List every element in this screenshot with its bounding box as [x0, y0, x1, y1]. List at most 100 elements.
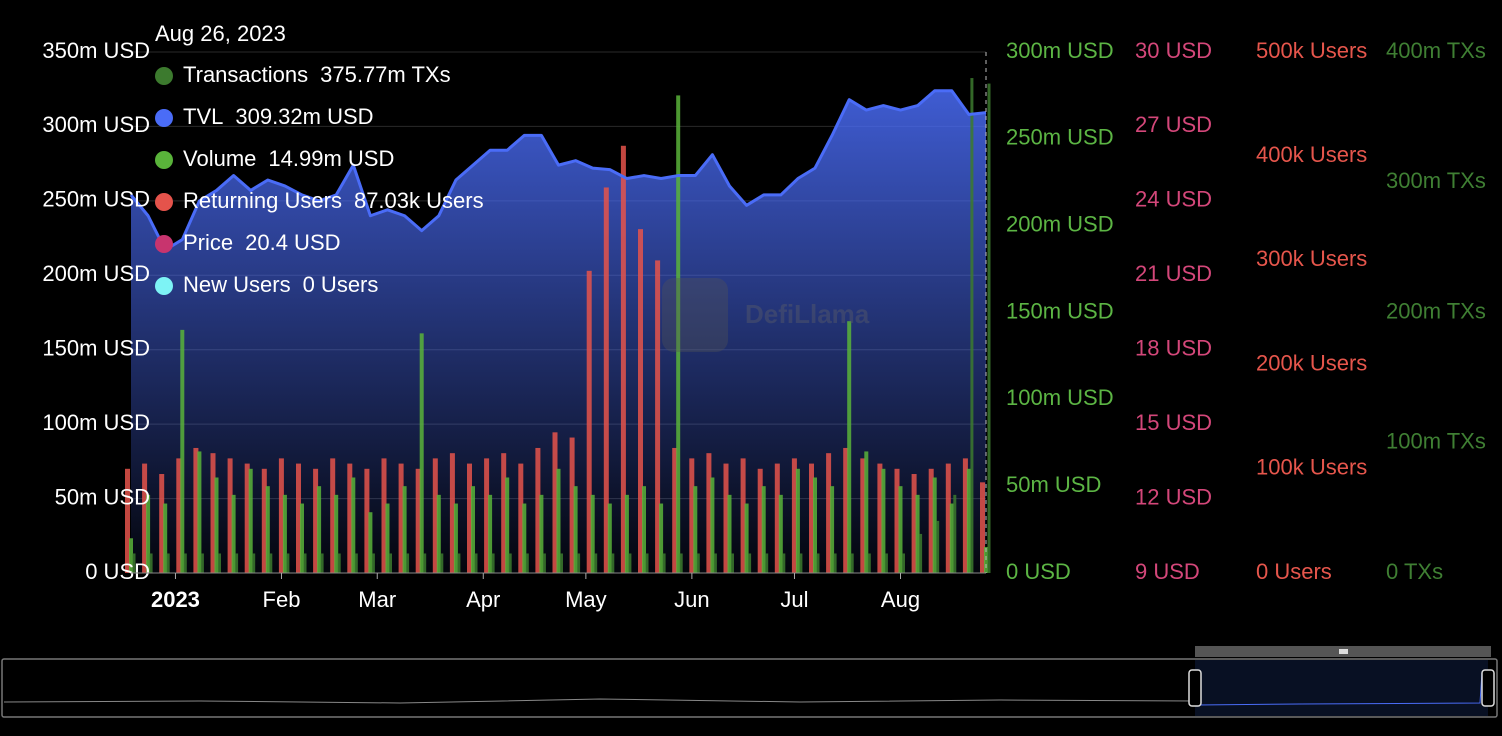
zoom-preview: [3, 698, 1196, 704]
bar: [535, 447, 541, 573]
bar: [488, 494, 493, 573]
bar: [125, 468, 130, 573]
bar: [731, 553, 734, 573]
y-tick-label: 350m USD: [42, 38, 150, 63]
bar: [833, 553, 837, 573]
tooltip: Aug 26, 2023 Transactions 375.77m TXs TVL 3…: [155, 21, 484, 297]
bar: [638, 229, 643, 573]
bar: [915, 494, 920, 573]
y3-tick-label: 9 USD: [1135, 559, 1200, 584]
tooltip-row: Volume 14.99m USD: [183, 146, 394, 171]
bar: [313, 468, 319, 573]
bar: [740, 458, 746, 573]
bar: [659, 503, 664, 573]
bar: [471, 486, 475, 573]
bar: [354, 553, 358, 573]
bar: [577, 553, 581, 573]
bar: [850, 553, 854, 573]
bar: [693, 486, 698, 573]
y5-tick-label: 300m TXs: [1386, 168, 1486, 193]
y4-tick-label: 500k Users: [1256, 38, 1367, 63]
bar: [449, 453, 455, 573]
bar: [778, 494, 783, 573]
y5-tick-label: 200m TXs: [1386, 298, 1486, 323]
y4-tick-label: 200k Users: [1256, 350, 1367, 375]
y3-tick-label: 24 USD: [1135, 187, 1212, 212]
y2-tick-label: 0 USD: [1006, 559, 1071, 584]
x-tick-label: May: [565, 587, 607, 612]
marks: [125, 78, 991, 574]
bar: [884, 553, 888, 573]
y-tick-label: 0 USD: [85, 559, 150, 584]
tooltip-series-value: 375.77m TXs: [320, 62, 450, 87]
bar: [672, 447, 678, 573]
tooltip-dot: [155, 67, 173, 85]
bar: [791, 458, 797, 573]
bar: [146, 494, 151, 573]
y5-tick-label: 0 TXs: [1386, 559, 1443, 584]
bar: [389, 553, 392, 573]
bar: [761, 486, 766, 573]
zoom-handle-left[interactable]: [1188, 669, 1202, 707]
bar: [457, 553, 461, 573]
y3-tick-label: 15 USD: [1135, 410, 1212, 435]
bar: [193, 447, 199, 573]
bar: [676, 95, 681, 574]
bar: [303, 553, 307, 573]
bar: [980, 482, 985, 573]
bar: [491, 553, 495, 573]
bar: [542, 553, 546, 573]
y5-tick-label: 100m TXs: [1386, 429, 1486, 454]
bar: [265, 486, 270, 573]
bar: [911, 474, 917, 573]
bar: [467, 463, 472, 573]
x-tick-label: Feb: [263, 587, 301, 612]
zoom-selection[interactable]: [1195, 660, 1488, 716]
y2-tick-label: 200m USD: [1006, 211, 1114, 236]
data-zoom[interactable]: [1, 646, 1498, 718]
bar: [860, 458, 866, 573]
bar: [522, 503, 527, 573]
bar: [696, 553, 700, 573]
bar: [385, 503, 390, 573]
bar: [261, 468, 267, 573]
bar: [364, 468, 370, 573]
y2-tick-label: 300m USD: [1006, 38, 1114, 63]
zoom-handle-right[interactable]: [1481, 669, 1495, 707]
bar: [317, 486, 322, 573]
bar: [645, 553, 649, 573]
bar: [337, 553, 341, 573]
bar: [774, 463, 780, 573]
bar: [607, 503, 612, 573]
bar: [320, 553, 324, 573]
bar: [525, 553, 529, 573]
tooltip-row: New Users 0 Users: [183, 272, 378, 297]
bar: [278, 458, 284, 573]
bar: [586, 270, 592, 573]
tooltip-series-value: 0 Users: [303, 272, 379, 297]
bar: [210, 453, 216, 573]
bar: [269, 553, 273, 573]
tooltip-row: Price 20.4 USD: [183, 230, 341, 255]
bar: [830, 486, 835, 573]
y3-tick-label: 30 USD: [1135, 38, 1212, 63]
bar: [484, 458, 490, 573]
tooltip-series-name: Returning Users: [183, 188, 342, 213]
tooltip-series-value: 309.32m USD: [235, 104, 373, 129]
bar: [765, 553, 769, 573]
bar: [371, 553, 375, 573]
y3-tick-label: 18 USD: [1135, 336, 1212, 361]
bar: [166, 553, 170, 573]
bar: [932, 477, 937, 573]
bar: [296, 463, 301, 573]
y4-tick-label: 100k Users: [1256, 455, 1367, 480]
tooltip-series-name: Transactions: [183, 62, 308, 87]
x-tick-label: Mar: [358, 587, 396, 612]
bar: [227, 458, 233, 573]
tooltip-series-name: TVL: [183, 104, 223, 129]
bar: [936, 520, 940, 573]
bar: [809, 463, 814, 573]
bar: [710, 477, 715, 573]
y4-tick-label: 0 Users: [1256, 559, 1332, 584]
y4-tick-label: 400k Users: [1256, 142, 1367, 167]
